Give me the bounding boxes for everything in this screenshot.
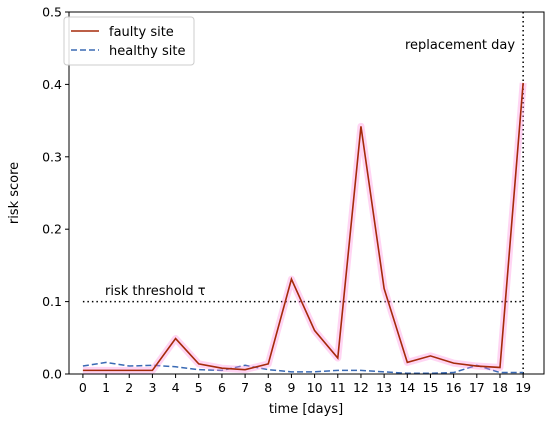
plot-area bbox=[82, 12, 527, 375]
y-tick-label: 0.2 bbox=[42, 222, 62, 237]
x-tick-label: 12 bbox=[353, 380, 369, 395]
x-tick-label: 5 bbox=[195, 380, 203, 395]
x-tick-label: 18 bbox=[492, 380, 508, 395]
x-tick-label: 2 bbox=[125, 380, 133, 395]
x-tick-label: 15 bbox=[423, 380, 439, 395]
x-tick-label: 10 bbox=[307, 380, 323, 395]
x-tick-label: 4 bbox=[172, 380, 180, 395]
x-axis-label: time [days] bbox=[269, 402, 343, 417]
x-tick-label: 16 bbox=[446, 380, 462, 395]
event-label: replacement day bbox=[405, 38, 515, 53]
x-tick-label: 13 bbox=[376, 380, 392, 395]
y-tick-label: 0.0 bbox=[42, 367, 62, 382]
x-tick-label: 3 bbox=[148, 380, 156, 395]
legend-faulty-label: faulty site bbox=[109, 25, 174, 40]
x-tick-label: 9 bbox=[287, 380, 295, 395]
x-tick-label: 6 bbox=[218, 380, 226, 395]
legend-box bbox=[63, 16, 195, 66]
x-tick-label: 8 bbox=[264, 380, 272, 395]
y-tick-label: 0.5 bbox=[42, 5, 62, 20]
x-tick-label: 1 bbox=[102, 380, 110, 395]
y-axis-label: risk score bbox=[7, 162, 22, 224]
x-tick-label: 14 bbox=[399, 380, 415, 395]
series-faulty-line bbox=[82, 82, 524, 372]
x-tick-label: 17 bbox=[469, 380, 485, 395]
x-tick-label: 7 bbox=[241, 380, 249, 395]
y-axis: 0.0 0.1 0.2 0.3 0.4 0.5 bbox=[42, 5, 69, 382]
x-tick-label: 19 bbox=[515, 380, 531, 395]
legend: faulty site healthy site bbox=[63, 16, 195, 66]
x-axis: 0 1 2 3 4 5 6 7 8 9 10 11 12 13 14 15 16 17 18 19 bbox=[79, 374, 531, 395]
axes-frame bbox=[68, 11, 545, 375]
y-tick-label: 0.1 bbox=[42, 294, 62, 309]
y-tick-label: 0.4 bbox=[42, 77, 62, 92]
x-tick-label: 11 bbox=[330, 380, 346, 395]
y-tick-label: 0.3 bbox=[42, 149, 62, 164]
series-faulty-halo bbox=[82, 82, 527, 374]
x-tick-label: 0 bbox=[79, 380, 87, 395]
threshold-label: risk threshold τ bbox=[105, 284, 206, 299]
legend-healthy-label: healthy site bbox=[109, 44, 185, 59]
